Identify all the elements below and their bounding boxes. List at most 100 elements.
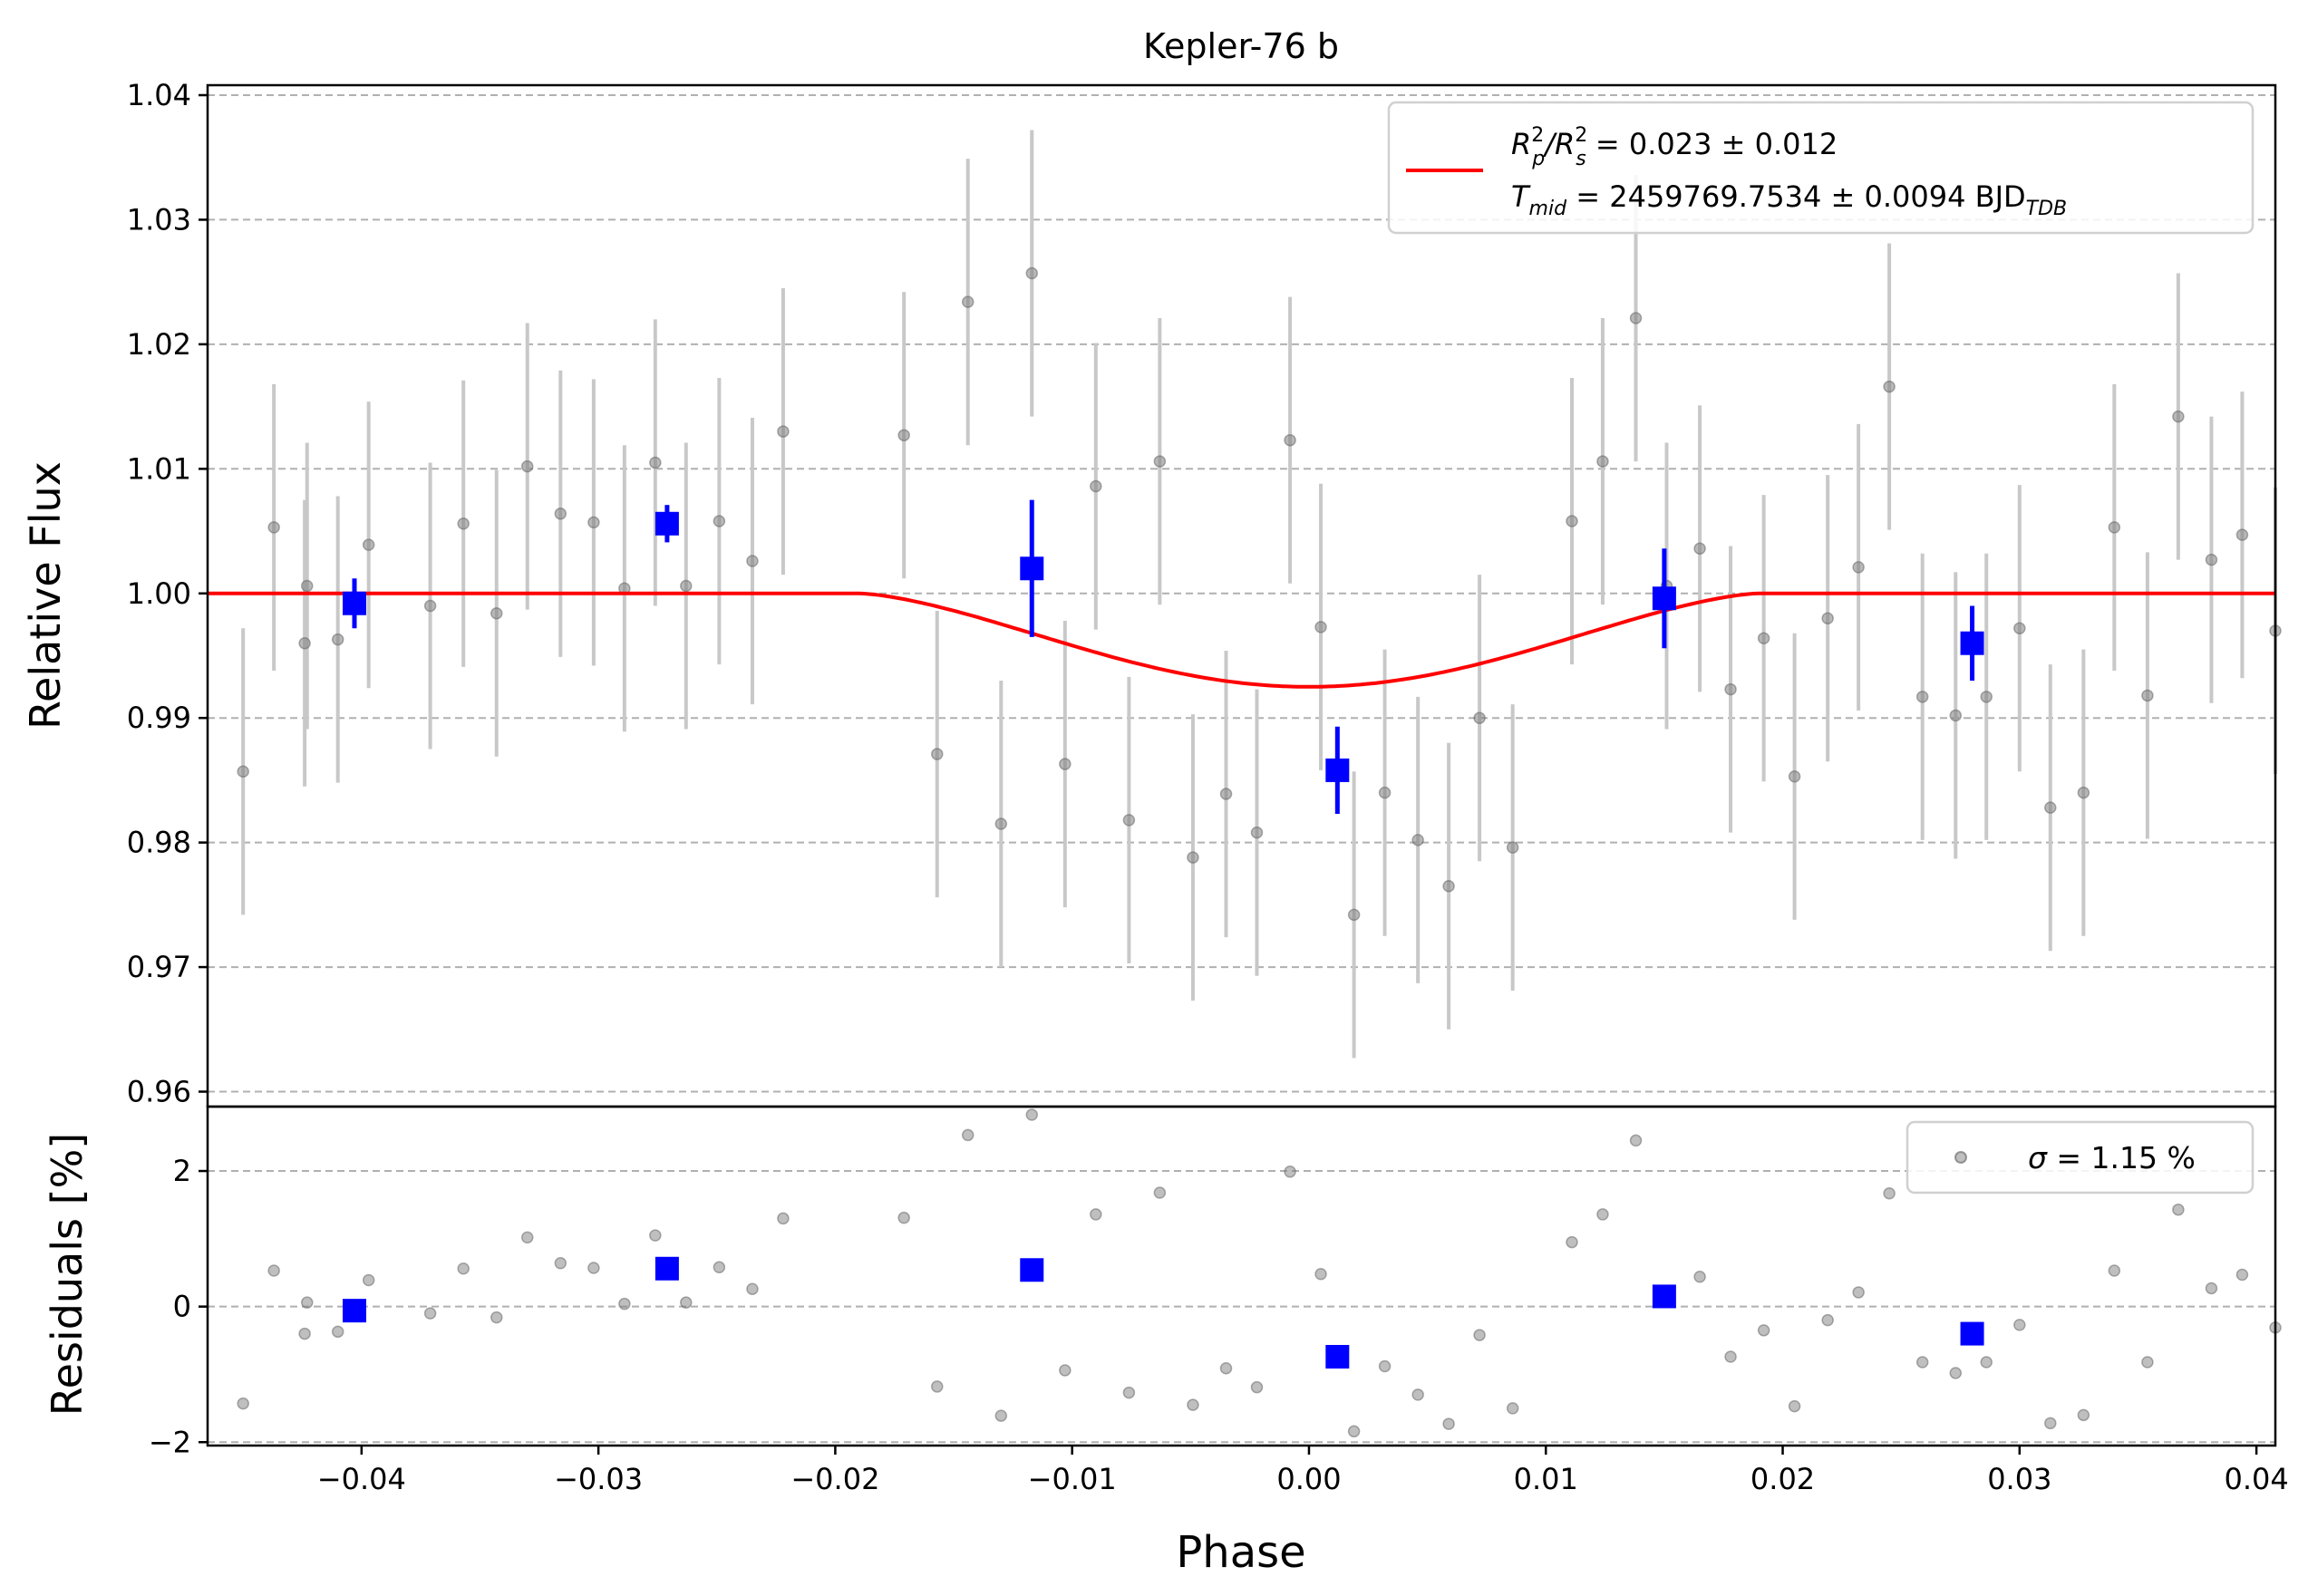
residuals-raw-point: [300, 1296, 314, 1309]
residuals-binned-points: [342, 1256, 1984, 1369]
flux-y-tick-label: 0.97: [127, 950, 191, 984]
flux-raw-point: [2108, 521, 2121, 534]
flux-raw-point: [1883, 380, 1896, 393]
flux-raw-point: [520, 459, 534, 473]
residuals-raw-point: [1757, 1324, 1770, 1337]
residuals-y-axis-label: Residuals [%]: [43, 1133, 92, 1416]
phase-x-tick-label: 0.01: [1514, 1462, 1578, 1496]
flux-raw-point: [1473, 711, 1486, 724]
residuals-raw-point: [587, 1262, 600, 1274]
flux-raw-point: [2141, 689, 2154, 702]
flux-raw-point: [1693, 542, 1706, 556]
residuals-raw-point: [2172, 1203, 2185, 1216]
flux-raw-point: [1314, 621, 1327, 634]
flux-raw-point: [1915, 691, 1929, 703]
residuals-raw-point: [1314, 1268, 1327, 1281]
residuals-raw-point: [746, 1282, 759, 1295]
transit-model-line: [208, 591, 2275, 689]
flux-legend: R2 p/R2 s = 0.023 ± 0.012 Tmid = 2459769.7…: [1387, 101, 2255, 235]
flux-raw-point: [1153, 455, 1167, 468]
flux-raw-point: [1347, 908, 1361, 922]
residuals-raw-point: [1788, 1399, 1801, 1413]
flux-raw-point: [1852, 561, 1865, 574]
flux-legend-rp-rs-label: R2 p/R2 s = 0.023 ± 0.012: [1511, 124, 1838, 170]
chart-title: Kepler-76 b: [1143, 26, 1339, 66]
flux-raw-point: [457, 517, 470, 530]
residuals-raw-point: [1949, 1367, 1963, 1379]
residuals-raw-point: [2013, 1319, 2026, 1331]
residuals-raw-point: [1821, 1313, 1834, 1327]
residuals-raw-point: [713, 1261, 726, 1274]
residuals-raw-point: [1724, 1350, 1737, 1363]
phase-x-axis-label: Phase: [1176, 1527, 1305, 1578]
residuals-raw-point: [777, 1212, 790, 1225]
residuals-legend-marker: [1954, 1151, 1967, 1164]
flux-raw-point: [237, 765, 249, 779]
residuals-raw-point: [1378, 1359, 1392, 1373]
flux-raw-point: [994, 817, 1008, 830]
flux-raw-point: [1724, 682, 1737, 696]
residuals-legend-box: [1906, 1120, 2255, 1195]
flux-raw-point: [1025, 266, 1039, 280]
flux-raw-point: [298, 636, 311, 650]
residuals-binned-point: [1960, 1321, 1984, 1346]
flux-raw-point: [1250, 826, 1264, 839]
flux-raw-point: [362, 538, 375, 551]
residuals-raw-point: [1566, 1235, 1578, 1249]
residuals-raw-point: [1506, 1402, 1519, 1415]
flux-raw-point: [1629, 312, 1643, 324]
flux-raw-point: [1187, 851, 1199, 864]
residuals-raw-point: [490, 1311, 503, 1324]
flux-raw-point: [746, 555, 759, 567]
residuals-raw-point: [2077, 1408, 2090, 1422]
residuals-legend: σ = 1.15 %: [1906, 1120, 2255, 1195]
flux-raw-point: [713, 515, 726, 527]
residuals-binned-point: [1020, 1258, 1044, 1282]
flux-y-tick-label: 1.04: [127, 78, 191, 112]
flux-y-tick-label: 0.99: [127, 701, 191, 735]
flux-y-tick-label: 1.03: [127, 202, 191, 237]
residuals-raw-point: [2044, 1417, 2057, 1430]
flux-raw-point: [2172, 410, 2185, 423]
flux-raw-point: [2044, 801, 2057, 814]
residuals-legend-sigma-label: σ = 1.15 %: [2028, 1140, 2196, 1175]
flux-raw-point: [1284, 433, 1296, 447]
flux-y-tick-label: 1.02: [127, 327, 191, 362]
flux-raw-point: [680, 579, 693, 593]
flux-y-tick-label: 0.98: [127, 826, 191, 860]
residuals-raw-point: [931, 1380, 944, 1393]
phase-x-tick-label: 0.04: [2224, 1462, 2288, 1496]
flux-binned-point: [1652, 586, 1676, 611]
residuals-raw-point: [2235, 1268, 2249, 1282]
flux-y-tick-label: 0.96: [127, 1075, 191, 1109]
flux-raw-point: [1090, 479, 1102, 493]
flux-raw-point: [1059, 758, 1072, 770]
flux-raw-point: [267, 521, 280, 534]
residuals-raw-point: [1250, 1380, 1264, 1394]
flux-raw-point: [587, 516, 600, 529]
flux-legend-box: [1387, 101, 2255, 235]
residuals-raw-point: [2205, 1282, 2218, 1295]
residuals-raw-point: [1411, 1388, 1424, 1401]
flux-raw-point: [2205, 553, 2218, 566]
residuals-raw-point: [1915, 1356, 1929, 1369]
residuals-raw-point: [267, 1264, 280, 1277]
residuals-raw-point: [423, 1307, 437, 1320]
flux-binned-point: [1325, 758, 1350, 782]
flux-y-axis-label: Relative Flux: [21, 461, 70, 730]
phase-x-tick-label: 0.00: [1276, 1462, 1341, 1496]
flux-raw-point: [1757, 632, 1770, 644]
residuals-raw-point: [680, 1296, 693, 1309]
residuals-raw-point: [362, 1273, 375, 1287]
phase-x-tick-label: 0.03: [1987, 1462, 2051, 1496]
flux-raw-point: [2077, 786, 2090, 799]
flux-axes-frame: [206, 83, 2277, 1108]
residuals-y-ticks: −2 0 2: [149, 1154, 208, 1459]
residuals-grid: [208, 1170, 2275, 1444]
residuals-raw-point: [1347, 1425, 1361, 1438]
residuals-raw-point: [520, 1231, 534, 1244]
residuals-raw-point: [1852, 1286, 1865, 1299]
flux-raw-point: [2235, 528, 2249, 541]
flux-raw-point: [423, 599, 437, 613]
residuals-raw-point: [331, 1325, 344, 1339]
